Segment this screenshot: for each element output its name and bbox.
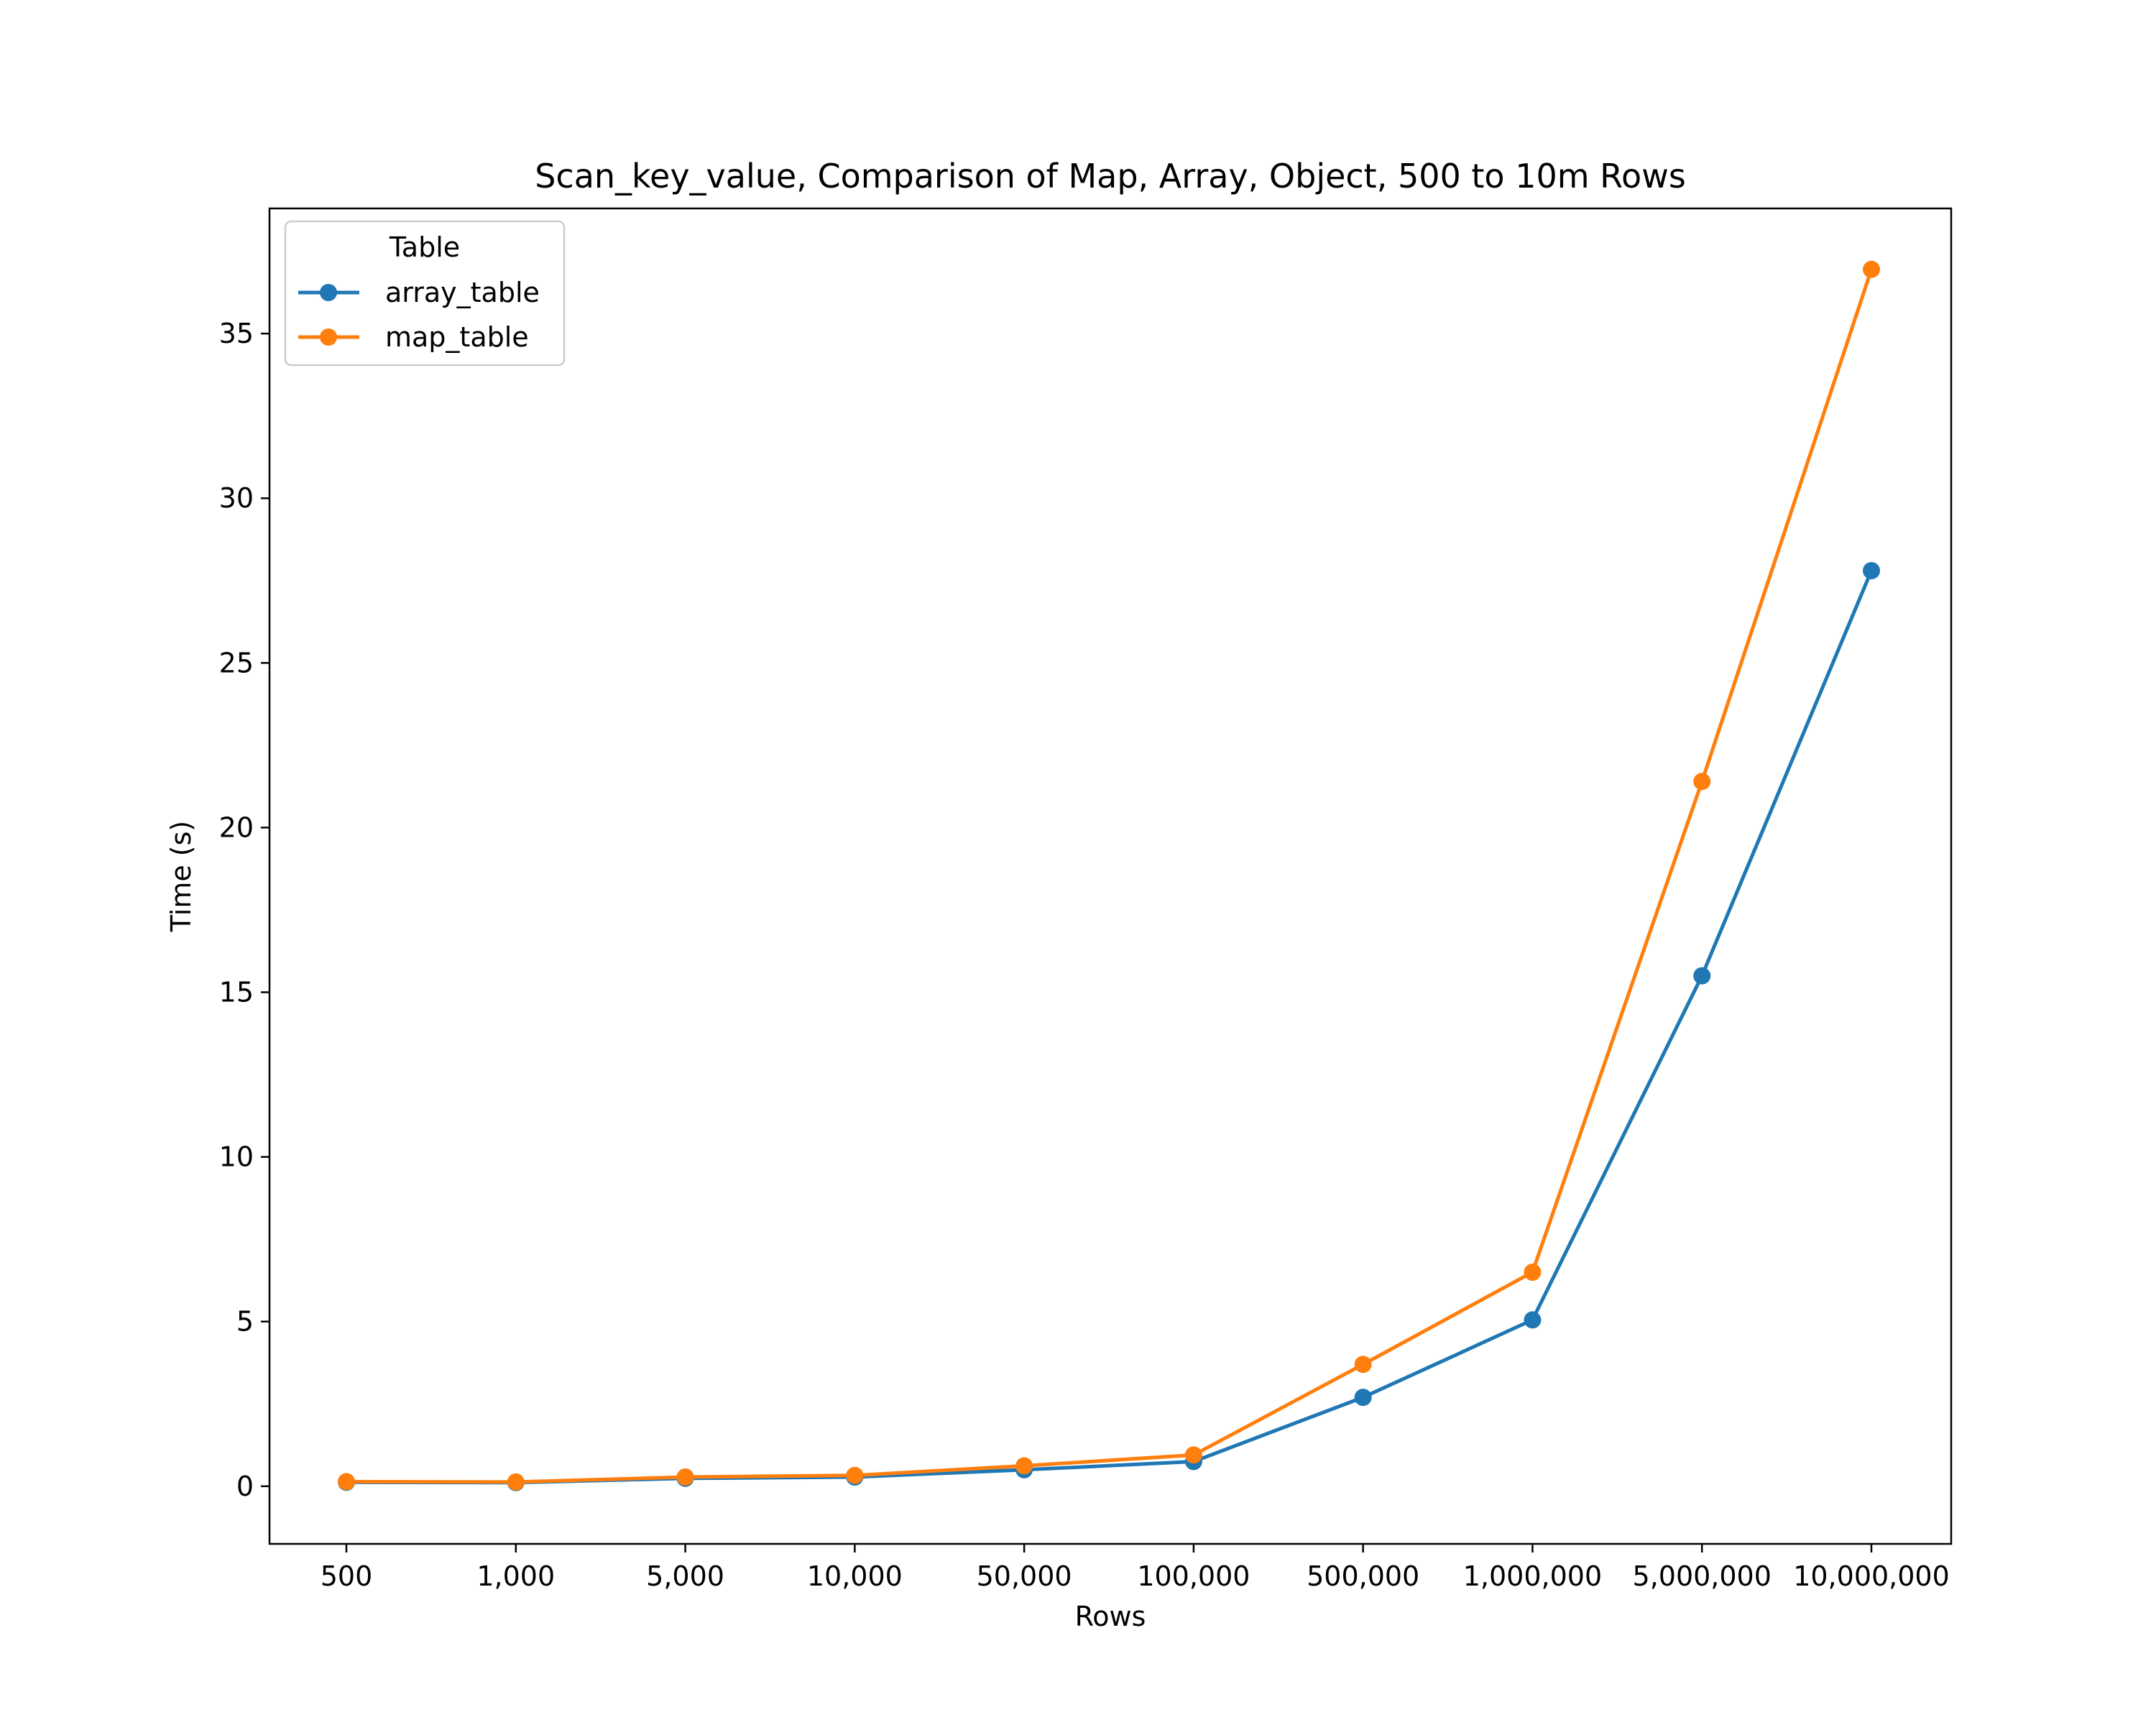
y-tick-label: 35 — [219, 318, 254, 349]
legend-item: array_table — [298, 277, 540, 308]
legend-marker — [320, 284, 337, 301]
data-point — [1524, 1311, 1542, 1329]
x-tick-label: 50,000 — [977, 1560, 1072, 1592]
legend-item: map_table — [298, 321, 529, 353]
data-point — [1184, 1446, 1202, 1464]
series-map_table — [338, 260, 1880, 1491]
x-axis: 500 1,000 5,000 10,000 50,000 100,000 500,000 1… — [321, 1544, 1950, 1592]
y-tick-label: 30 — [219, 482, 254, 514]
legend-title: Table — [389, 231, 460, 263]
data-point — [1863, 562, 1880, 580]
data-point — [1354, 1389, 1372, 1407]
data-point — [1015, 1457, 1033, 1475]
y-tick-label: 15 — [219, 977, 254, 1008]
y-tick-label: 5 — [236, 1306, 254, 1338]
data-point — [1693, 967, 1711, 985]
data-point — [507, 1473, 525, 1491]
x-tick-label: 10,000 — [807, 1560, 903, 1592]
x-tick-label: 100,000 — [1137, 1560, 1250, 1592]
legend-frame — [284, 220, 566, 367]
chart-title: Scan_key_value, Comparison of Map, Array… — [535, 157, 1686, 196]
y-tick-label: 20 — [219, 811, 254, 843]
data-point — [338, 1473, 355, 1491]
data-point — [1693, 773, 1711, 791]
data-point — [676, 1468, 694, 1486]
x-tick-label: 1,000,000 — [1463, 1560, 1602, 1592]
data-point — [1524, 1263, 1542, 1281]
x-tick-label: 5,000,000 — [1633, 1560, 1772, 1592]
legend-marker — [320, 328, 337, 346]
legend-label: array_table — [385, 277, 540, 308]
plot-frame — [268, 207, 1953, 1545]
x-tick-label: 500,000 — [1307, 1560, 1419, 1592]
y-tick-label: 25 — [219, 647, 254, 678]
y-tick-label: 0 — [236, 1471, 254, 1502]
x-axis-label: Rows — [1075, 1601, 1146, 1632]
y-axis-label: Time (s) — [165, 821, 197, 933]
series-line — [346, 269, 1874, 1484]
data-point — [846, 1466, 864, 1484]
data-point — [1863, 260, 1880, 278]
y-tick-label: 10 — [219, 1141, 254, 1173]
y-axis: 0 5 10 15 20 25 30 35 — [219, 318, 270, 1502]
x-tick-label: 500 — [321, 1560, 373, 1592]
legend-label: map_table — [385, 321, 529, 353]
legend: Table array_table map_table — [284, 220, 566, 367]
x-tick-label: 10,000,000 — [1793, 1560, 1950, 1592]
x-tick-label: 5,000 — [646, 1560, 724, 1592]
data-point — [1354, 1356, 1372, 1374]
x-tick-label: 1,000 — [476, 1560, 555, 1592]
